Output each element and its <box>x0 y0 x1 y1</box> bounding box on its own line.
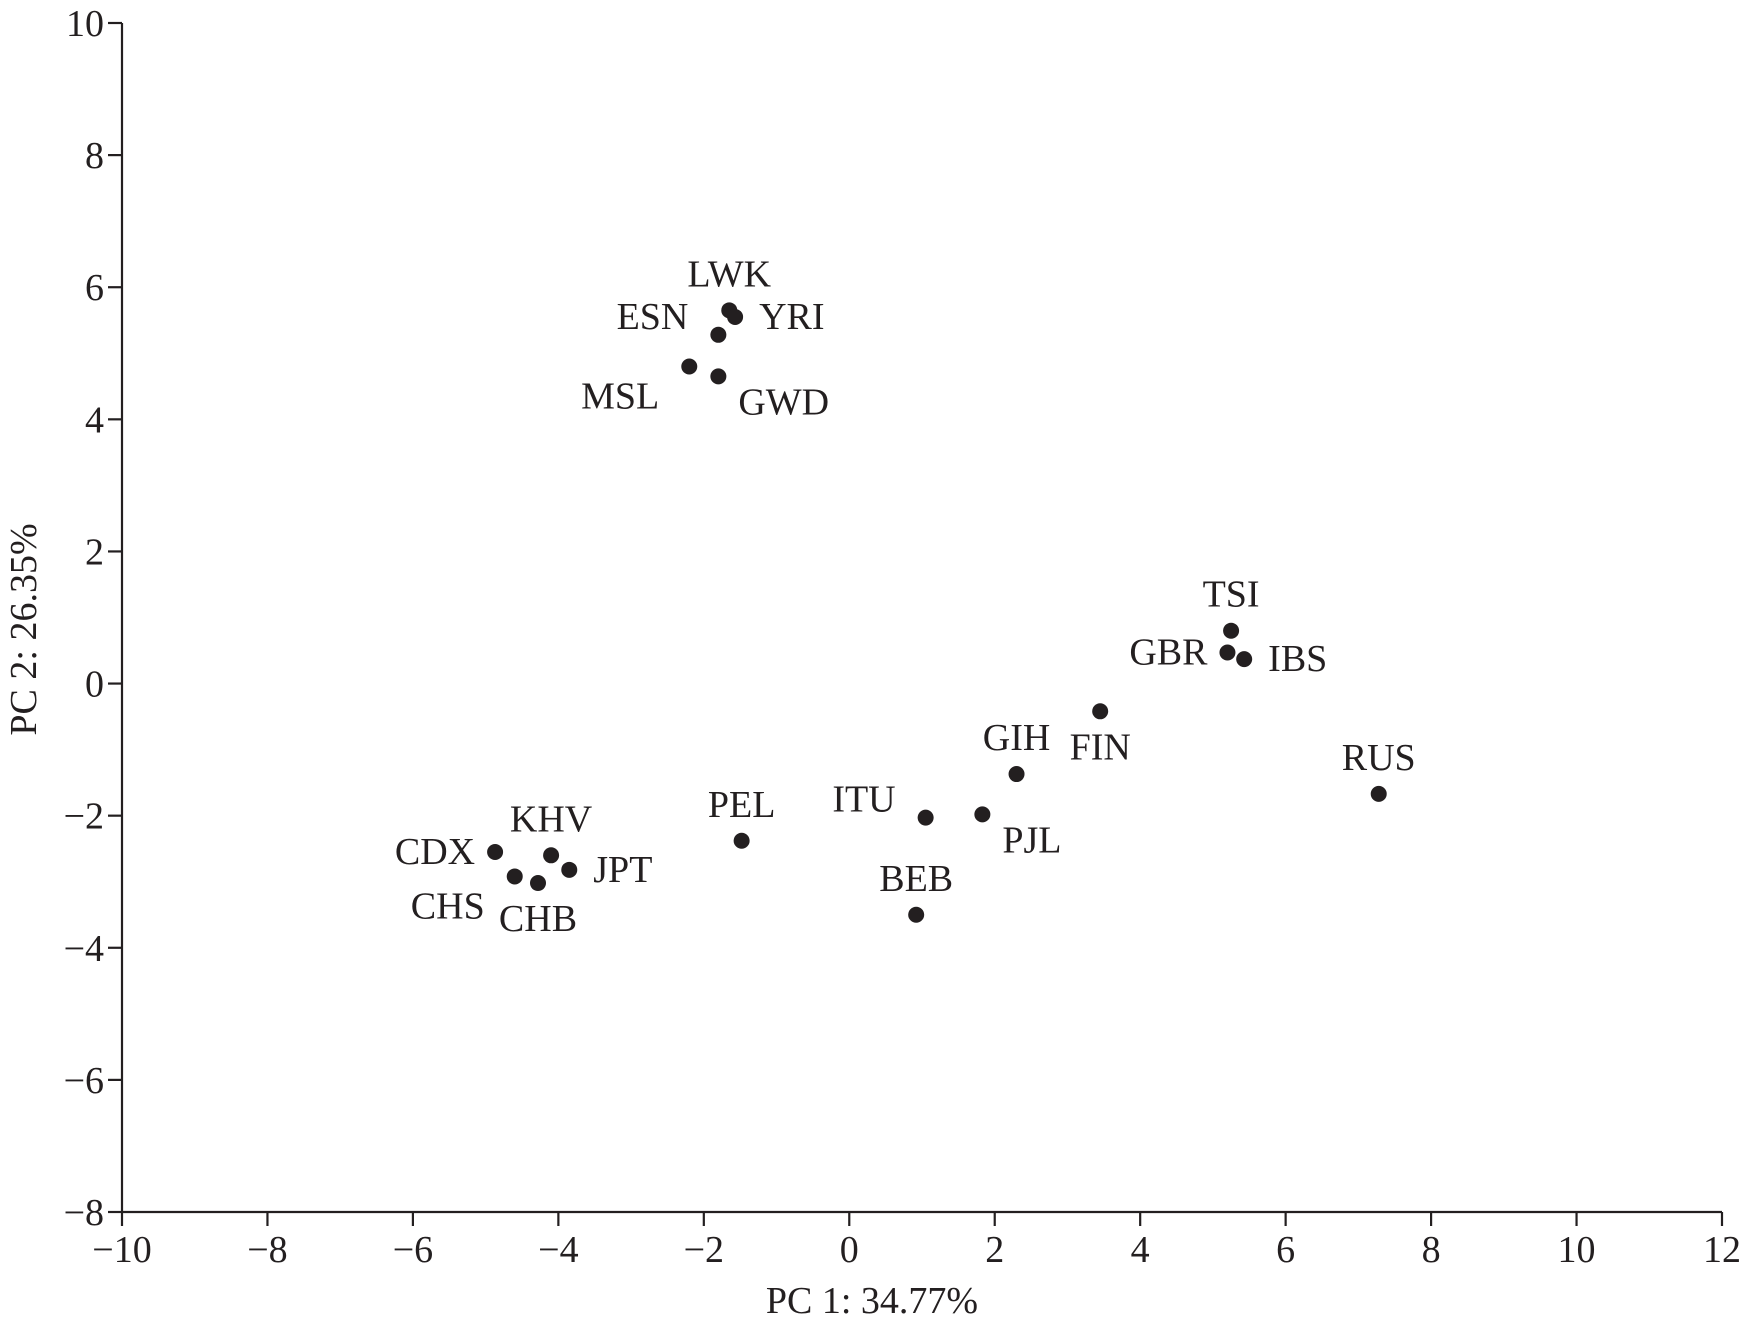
y-tick-label: 8 <box>85 135 104 177</box>
point-pjl <box>974 806 991 823</box>
x-tick-label: 10 <box>1558 1229 1596 1271</box>
x-tick-label: −10 <box>92 1229 151 1271</box>
data-points <box>487 302 1387 923</box>
point-fin <box>1092 703 1109 720</box>
x-tick-label: −4 <box>538 1229 578 1271</box>
point-chb <box>530 875 546 892</box>
point-label-ibs: IBS <box>1268 638 1327 680</box>
y-axis-ticks: −8 −6 −4 −2 0 2 4 6 8 10 <box>64 3 122 1234</box>
point-esn <box>710 326 727 343</box>
x-tick-label: 0 <box>840 1229 859 1271</box>
point-label-lwk: LWK <box>687 253 771 295</box>
point-label-pel: PEL <box>708 784 776 826</box>
y-tick-label: 0 <box>85 664 104 706</box>
point-label-msl: MSL <box>581 375 659 417</box>
y-axis-label: PC 2: 26.35% <box>3 523 45 735</box>
point-gwd <box>710 368 727 385</box>
point-label-tsi: TSI <box>1203 574 1260 616</box>
point-label-fin: FIN <box>1070 726 1131 768</box>
y-tick-label: 2 <box>85 531 104 573</box>
x-tick-label: −6 <box>393 1229 433 1271</box>
y-tick-label: 4 <box>85 399 104 441</box>
point-label-chb: CHB <box>499 898 577 940</box>
point-label-gbr: GBR <box>1129 632 1208 674</box>
x-tick-label: 2 <box>985 1229 1004 1271</box>
point-ibs <box>1236 651 1253 668</box>
y-tick-label: 10 <box>66 3 104 45</box>
y-tick-label: −8 <box>64 1192 104 1234</box>
y-tick-label: −4 <box>64 928 104 970</box>
point-msl <box>681 358 698 375</box>
point-label-beb: BEB <box>879 858 953 900</box>
point-beb <box>908 906 925 923</box>
x-tick-label: 8 <box>1422 1229 1441 1271</box>
y-tick-label: −2 <box>64 796 104 838</box>
point-gih <box>1008 766 1025 783</box>
point-label-chs: CHS <box>411 885 485 927</box>
point-label-rus: RUS <box>1342 737 1416 779</box>
point-yri <box>727 308 744 325</box>
point-cdx <box>487 843 504 860</box>
point-label-pjl: PJL <box>1002 819 1061 861</box>
x-tick-label: −8 <box>247 1229 287 1271</box>
point-chs <box>506 868 523 885</box>
point-label-gih: GIH <box>983 717 1051 759</box>
y-tick-label: 6 <box>85 267 104 309</box>
point-label-jpt: JPT <box>593 849 652 891</box>
point-jpt <box>561 861 578 878</box>
point-label-gwd: GWD <box>738 381 829 423</box>
axes <box>120 23 1722 1214</box>
x-tick-label: 6 <box>1276 1229 1295 1271</box>
point-label-itu: ITU <box>832 779 895 821</box>
x-tick-label: −2 <box>684 1229 724 1271</box>
point-itu <box>917 809 934 826</box>
point-label-khv: KHV <box>510 798 593 840</box>
point-label-cdx: CDX <box>395 831 475 873</box>
point-tsi <box>1223 622 1240 639</box>
y-tick-label: −6 <box>64 1060 104 1102</box>
x-tick-label: 4 <box>1131 1229 1150 1271</box>
point-rus <box>1370 785 1387 802</box>
x-tick-label: 12 <box>1703 1229 1741 1271</box>
point-label-yri: YRI <box>759 296 824 338</box>
point-gbr <box>1219 644 1236 661</box>
point-khv <box>543 847 560 864</box>
x-axis-ticks: −10 −8 −6 −4 −2 0 2 4 6 8 10 12 <box>92 1212 1741 1271</box>
x-axis-label: PC 1: 34.77% <box>766 1280 978 1322</box>
point-label-esn: ESN <box>617 296 689 338</box>
point-pel <box>733 832 750 849</box>
